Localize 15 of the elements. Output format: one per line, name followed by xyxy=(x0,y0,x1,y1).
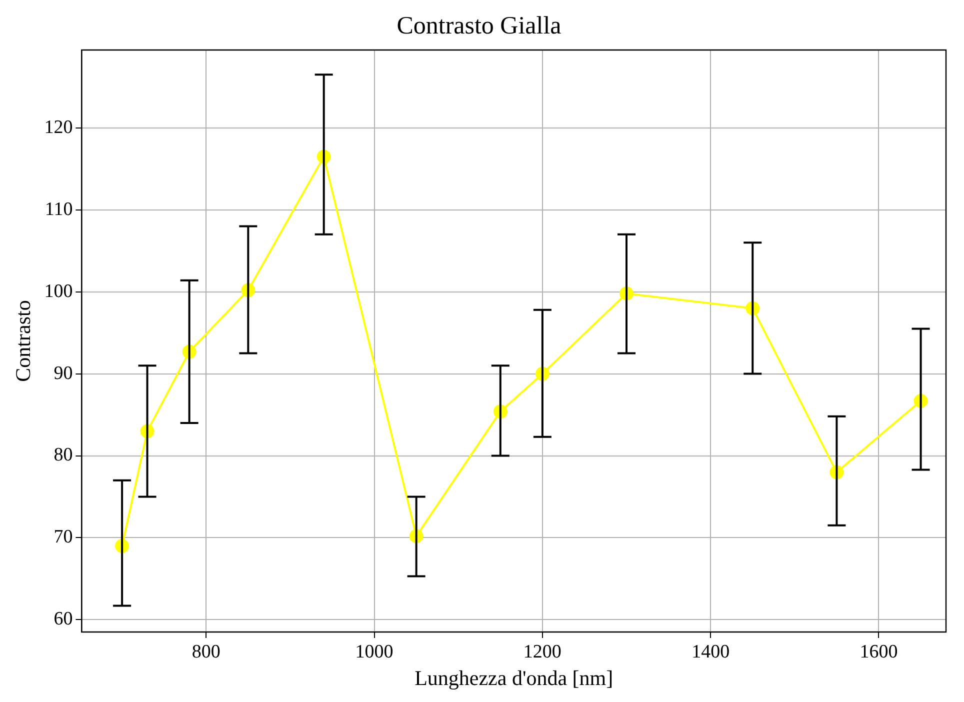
y-tick-label: 80 xyxy=(54,444,73,466)
x-tick-label: 1200 xyxy=(523,641,562,662)
y-tick-label: 120 xyxy=(44,116,73,138)
y-tick-label: 100 xyxy=(44,280,73,302)
y-tick-label: 60 xyxy=(54,608,73,630)
y-axis-title: Contrasto xyxy=(11,300,36,382)
x-tick-label: 800 xyxy=(192,641,220,662)
x-tick-label: 1600 xyxy=(860,641,898,662)
x-tick-label: 1000 xyxy=(355,641,394,662)
y-tick-label: 110 xyxy=(44,198,73,220)
y-tick-label: 70 xyxy=(54,526,73,548)
x-tick-label: 1400 xyxy=(692,641,730,662)
x-axis-title: Lunghezza d'onda [nm] xyxy=(414,666,614,690)
chart-title: Contrasto Gialla xyxy=(396,12,562,40)
y-tick-label: 90 xyxy=(54,362,73,384)
